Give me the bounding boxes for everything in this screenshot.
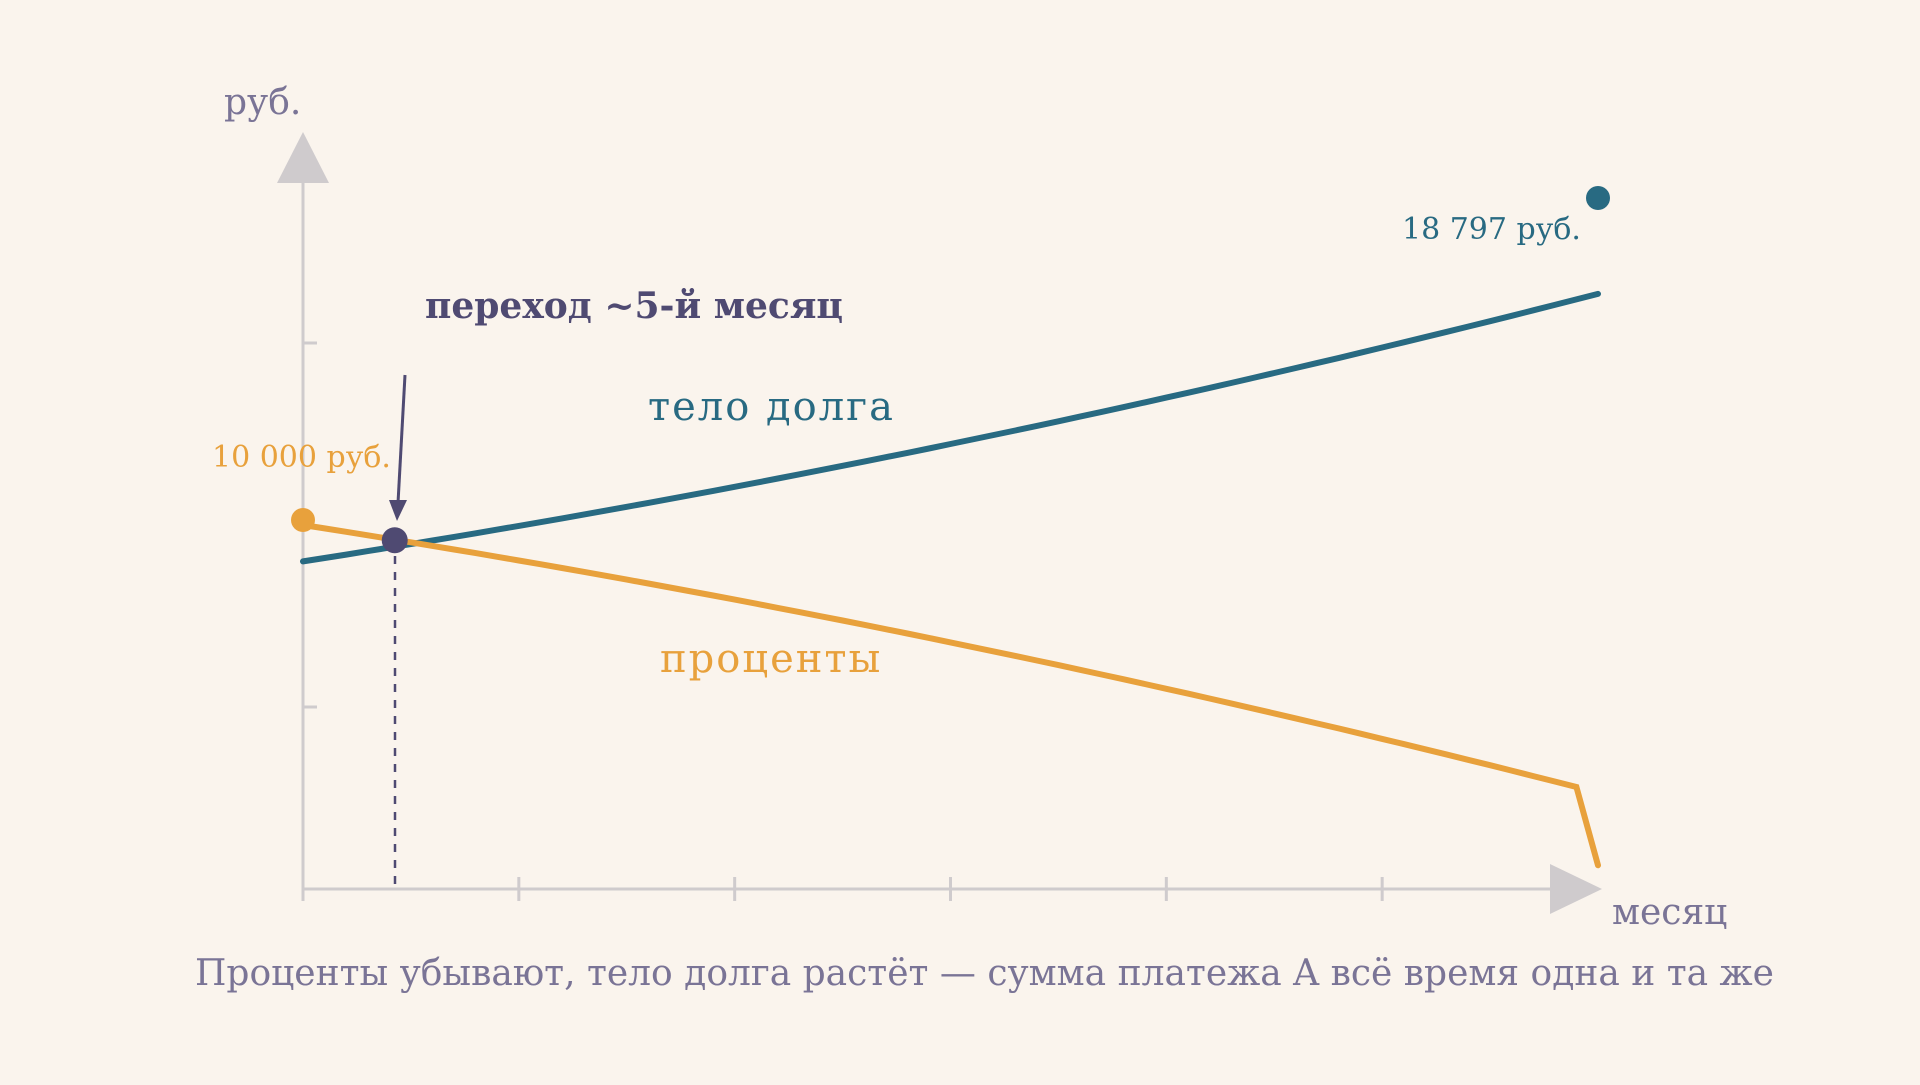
start-value-label: 10 000 руб.: [212, 440, 391, 475]
annotation-arrow-head: [389, 500, 407, 521]
chart-caption: Проценты убывают, тело долга растёт — су…: [195, 953, 1774, 994]
y-axis-label: руб.: [224, 82, 301, 123]
start-point-marker: [291, 508, 315, 532]
series-line-interest: [300, 522, 1601, 869]
axes: [277, 132, 1602, 914]
series-label-interest: проценты: [660, 636, 882, 682]
annotation-arrow-shaft: [396, 374, 407, 504]
end-point-marker: [1586, 186, 1610, 210]
label-fade-interest: [645, 632, 880, 686]
x-axis-label: месяц: [1612, 892, 1727, 933]
tick-group: [301, 341, 1384, 901]
end-value-label: 18 797 руб.: [1402, 212, 1581, 247]
x-axis-arrow: [1550, 864, 1602, 914]
crossover-point-marker: [381, 527, 408, 554]
y-axis-arrow: [277, 132, 329, 183]
series-line-debt: [300, 290, 1601, 565]
annotation-text: переход ~5-й месяц: [425, 285, 843, 327]
label-fade-end: [1390, 203, 1590, 249]
series-label-debt: тело долга: [648, 384, 895, 430]
label-fade-debt: [622, 382, 902, 436]
